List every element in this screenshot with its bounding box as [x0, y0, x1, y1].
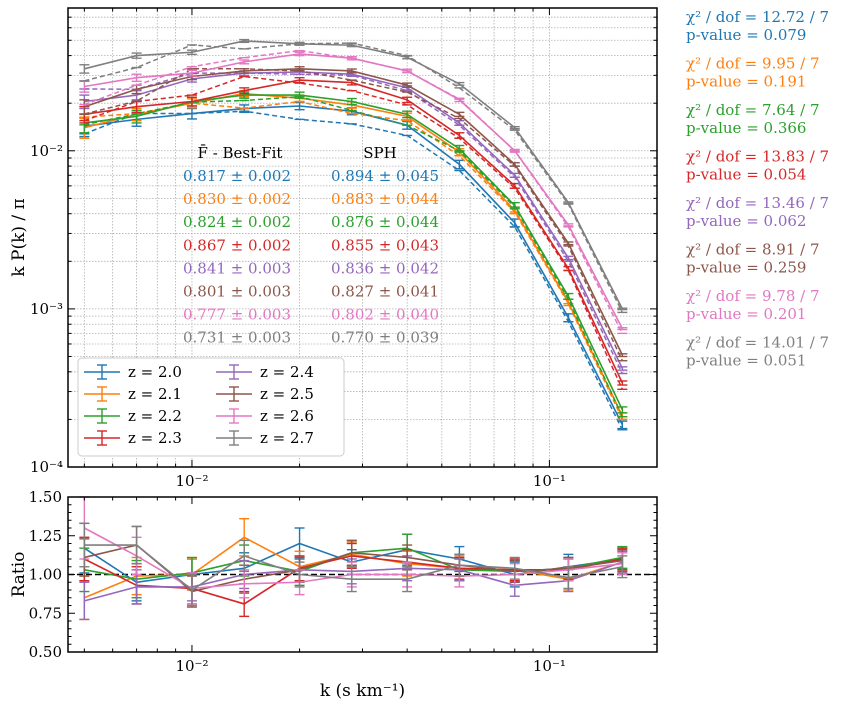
chi2-text: χ² / dof = 13.83 / 7 — [686, 148, 829, 166]
table-best-fit-value: 0.777 ± 0.003 — [183, 306, 291, 324]
table-best-fit-value: 0.867 ± 0.002 — [183, 236, 291, 254]
legend-label: z = 2.6 — [260, 407, 314, 425]
p-value-text: p-value = 0.079 — [686, 26, 806, 44]
table-header-sph: SPH — [363, 144, 396, 162]
results-table: F̄ - Best-Fit SPH 0.817 ± 0.002 0.894 ± 0.0… — [183, 144, 439, 347]
bottom-panel-plot — [68, 496, 657, 621]
table-header-best-fit: F̄ - Best-Fit — [198, 144, 283, 162]
x-tick-label: 10⁻¹ — [533, 472, 566, 490]
p-value-text: p-value = 0.062 — [686, 212, 806, 230]
table-best-fit-value: 0.824 ± 0.002 — [183, 213, 291, 231]
y-tick-label: 0.50 — [29, 643, 62, 661]
chi2-text: χ² / dof = 7.64 / 7 — [686, 101, 820, 119]
legend-label: z = 2.7 — [260, 429, 314, 447]
dashed-series-line — [84, 68, 624, 362]
x-axis-label: k (s km⁻¹) — [320, 681, 405, 701]
top-axes: 10⁻² 10⁻¹ 10⁻⁴ 10⁻³ 10⁻² k P(k) / π — [9, 7, 658, 490]
p-value-text: p-value = 0.051 — [686, 352, 806, 370]
chi2-text: χ² / dof = 9.78 / 7 — [686, 287, 820, 305]
legend-box — [77, 357, 345, 457]
p-value-text: p-value = 0.191 — [686, 73, 806, 91]
legend-label: z = 2.5 — [260, 385, 314, 403]
y-tick-label: 1.50 — [29, 488, 62, 506]
dashed-series-line — [84, 72, 624, 374]
table-best-fit-value: 0.801 ± 0.003 — [183, 283, 291, 301]
table-sph-value: 0.855 ± 0.043 — [331, 236, 439, 254]
legend-label: z = 2.3 — [128, 429, 182, 447]
y-tick-label: 10⁻³ — [30, 300, 63, 318]
chi2-text: χ² / dof = 13.46 / 7 — [686, 194, 829, 212]
chi2-text: χ² / dof = 14.01 / 7 — [686, 334, 829, 352]
chi2-stats: χ² / dof = 12.72 / 7p-value = 0.079 χ² / … — [686, 8, 829, 370]
table-sph-value: 0.883 ± 0.044 — [331, 190, 439, 208]
table-sph-value: 0.894 ± 0.045 — [331, 167, 439, 185]
chi2-text: χ² / dof = 9.95 / 7 — [686, 55, 820, 73]
bottom-axes: 0.50 0.75 1.00 1.25 1.50 10⁻² 10⁻¹ k (s km⁻¹) Ra… — [9, 488, 658, 701]
y-tick-label: 10⁻⁴ — [30, 458, 63, 476]
table-sph-value: 0.876 ± 0.044 — [331, 213, 439, 231]
legend-label: z = 2.0 — [128, 363, 182, 381]
table-sph-value: 0.827 ± 0.041 — [331, 283, 439, 301]
y-tick-label: 1.25 — [29, 527, 62, 545]
p-value-text: p-value = 0.259 — [686, 259, 806, 277]
legend-label: z = 2.2 — [128, 407, 182, 425]
top-panel-plot — [79, 38, 628, 431]
table-sph-value: 0.802 ± 0.040 — [331, 306, 439, 324]
y-tick-label: 10⁻² — [30, 142, 63, 160]
table-sph-value: 0.836 ± 0.042 — [331, 259, 439, 277]
table-best-fit-value: 0.817 ± 0.002 — [183, 167, 291, 185]
chi2-text: χ² / dof = 8.91 / 7 — [686, 241, 820, 259]
table-best-fit-value: 0.830 ± 0.002 — [183, 190, 291, 208]
table-best-fit-value: 0.841 ± 0.003 — [183, 259, 291, 277]
x-tick-label: 10⁻¹ — [533, 657, 566, 675]
chi2-text: χ² / dof = 12.72 / 7 — [686, 8, 829, 26]
legend-label: z = 2.1 — [128, 385, 182, 403]
y-tick-label: 1.00 — [29, 566, 62, 584]
p-value-text: p-value = 0.054 — [686, 166, 806, 184]
x-tick-label: 10⁻² — [175, 657, 208, 675]
y-tick-label: 0.75 — [29, 604, 62, 622]
table-best-fit-value: 0.731 ± 0.003 — [183, 329, 291, 347]
p-value-text: p-value = 0.366 — [686, 119, 806, 137]
legend-label: z = 2.4 — [260, 363, 314, 381]
legend: z = 2.0 z = 2.1 z = 2.2 z = 2.3 z = 2.4 z = 2… — [77, 357, 345, 457]
x-tick-label: 10⁻² — [175, 472, 208, 490]
table-sph-value: 0.770 ± 0.039 — [331, 329, 439, 347]
y-axis-label: Ratio — [9, 552, 29, 598]
p-value-text: p-value = 0.201 — [686, 305, 806, 323]
y-axis-label: k P(k) / π — [9, 198, 29, 276]
